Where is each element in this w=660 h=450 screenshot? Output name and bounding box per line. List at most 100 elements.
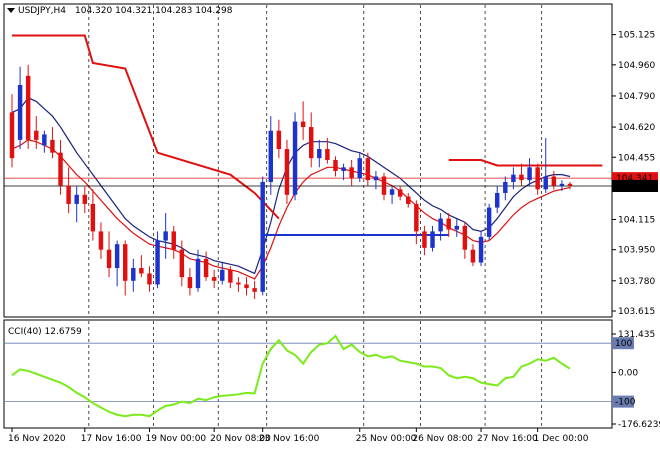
candle-body-35	[292, 121, 298, 195]
cci-level-tag-1	[612, 337, 634, 350]
candle-body-31	[260, 181, 265, 292]
candle-body-68	[559, 183, 565, 186]
candle-body-45	[373, 176, 379, 181]
price-y-axis: 105.125 104.960 104.790 104.620 104.455 104.2…	[612, 31, 655, 317]
candle-body-53	[438, 218, 443, 232]
candle-body-7	[66, 185, 71, 204]
candle-body-23	[195, 258, 201, 289]
candle-body-10	[90, 203, 96, 232]
price-tag-label-1: 104.298	[616, 182, 653, 192]
xtick-label-5: 25 Nov 00:00	[356, 434, 417, 444]
candle-body-38	[317, 149, 322, 159]
candle-body-6	[58, 152, 63, 186]
candle-body-14	[122, 244, 128, 281]
candle-body-3	[34, 130, 39, 140]
candle-body-36	[300, 121, 306, 128]
candle-body-55	[454, 225, 460, 230]
candle-body-46	[381, 176, 387, 195]
candle-body-57	[470, 249, 476, 263]
xtick-label-0: 16 Nov 2020	[8, 434, 66, 444]
candle-body-44	[365, 158, 371, 181]
cci-panel	[3, 319, 613, 429]
candle-body-17	[147, 273, 152, 285]
price-tag-label-0: 104.341	[616, 174, 653, 184]
candle-body-21	[179, 249, 185, 278]
candle-body-5	[50, 139, 55, 153]
price-series-layer	[4, 34, 612, 280]
xtick-label-8: 1 Dec 00:00	[534, 434, 589, 444]
candle-body-13	[114, 244, 120, 268]
candle-body-11	[98, 231, 104, 250]
xtick-label-4: 23 Nov 16:00	[259, 434, 320, 444]
candle-body-48	[397, 189, 403, 197]
price-ytick-label-6: 104.115	[618, 215, 655, 225]
candle-body-43	[357, 158, 362, 179]
xtick-label-1: 17 Nov 16:00	[81, 434, 142, 444]
vertical-gridlines	[88, 5, 543, 427]
candle-body-65	[535, 167, 540, 190]
candle-body-27	[228, 269, 233, 283]
candle-body-1	[17, 84, 23, 140]
candle-body-33	[276, 130, 282, 150]
candle-body-22	[187, 277, 193, 289]
candle-body-66	[543, 176, 548, 190]
price-tag-box-1	[612, 179, 658, 192]
price-ytick-label-2: 104.790	[618, 92, 655, 102]
collapse-triangle-icon[interactable]	[7, 8, 15, 13]
candle-body-0	[9, 112, 15, 159]
overlay-line-1	[11, 139, 571, 280]
candle-body-20	[171, 231, 176, 250]
candle-body-59	[486, 207, 492, 237]
candle-body-26	[220, 269, 225, 281]
candle-body-25	[211, 277, 217, 281]
candle-body-28	[236, 282, 241, 285]
candles-layer	[9, 64, 573, 300]
candle-body-61	[503, 181, 508, 193]
candle-body-8	[74, 194, 79, 204]
candle-body-16	[139, 267, 144, 274]
cci-ytick-label-2: 0.00	[618, 368, 638, 378]
price-ytick-label-5: 104.285	[618, 184, 655, 194]
cci-line	[11, 334, 571, 418]
candle-body-18	[155, 240, 160, 285]
candle-body-58	[478, 236, 484, 263]
overlay-step-2-1	[448, 159, 603, 167]
candle-body-24	[203, 258, 209, 278]
candle-body-9	[82, 194, 88, 204]
candle-body-56	[462, 225, 468, 250]
candle-body-41	[341, 167, 346, 171]
candle-body-47	[389, 189, 395, 195]
cci-ytick-label-0: 131.435	[618, 330, 655, 340]
cci-indicator-label: CCI(40) 12.6759	[8, 327, 82, 337]
price-panel	[3, 3, 613, 318]
candle-body-69	[567, 183, 573, 186]
candle-body-42	[349, 167, 354, 179]
candle-body-34	[284, 149, 290, 195]
candle-body-29	[244, 284, 249, 289]
price-ytick-label-4: 104.455	[618, 153, 655, 163]
candle-body-62	[511, 174, 516, 182]
cci-ytick-label-4: -176.6239	[618, 420, 660, 430]
candle-body-39	[325, 149, 330, 161]
price-ytick-label-0: 105.125	[618, 31, 655, 41]
candle-body-67	[551, 176, 557, 186]
candle-body-32	[268, 130, 274, 182]
candle-body-63	[519, 174, 524, 181]
candle-body-12	[106, 249, 112, 268]
ohlc-label: 104.320 104.321 104.283 104.298	[75, 6, 233, 16]
price-ytick-label-1: 104.960	[618, 61, 655, 71]
cci-ytick-label-3: -100	[615, 398, 636, 408]
price-ytick-label-3: 104.620	[618, 123, 655, 133]
price-ytick-label-8: 103.780	[618, 277, 655, 287]
candle-body-52	[430, 231, 435, 248]
candle-body-49	[406, 196, 411, 204]
candle-body-50	[414, 203, 419, 232]
candle-body-4	[42, 134, 47, 146]
candle-body-15	[131, 267, 136, 281]
overlay-line-0	[11, 97, 571, 275]
candle-body-19	[163, 231, 168, 241]
cci-ytick-label-1: 100	[615, 339, 632, 349]
